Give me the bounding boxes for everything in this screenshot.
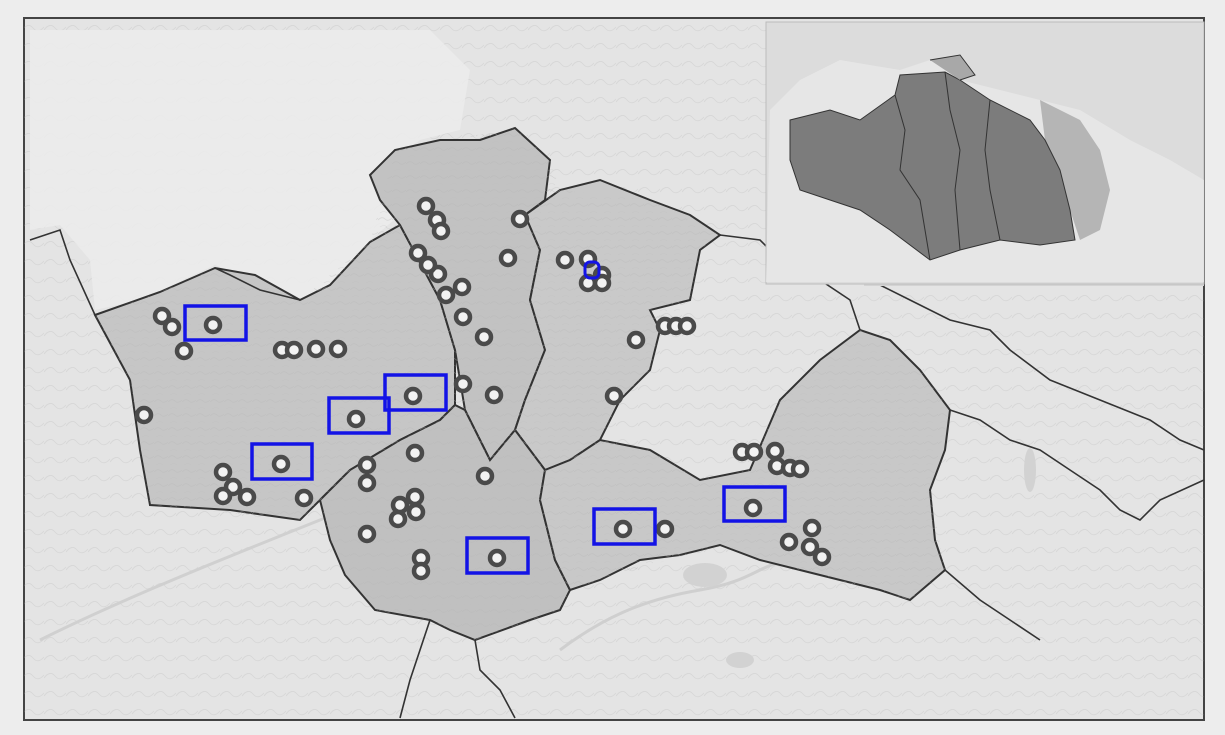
highlight-box <box>722 485 787 523</box>
river-south <box>559 558 801 652</box>
site-marker <box>498 248 518 268</box>
site-marker <box>174 341 194 361</box>
site-marker <box>213 462 233 482</box>
highlight-boxes <box>183 260 787 575</box>
lowland-area <box>30 30 470 310</box>
site-marker <box>812 547 832 567</box>
site-marker <box>655 519 675 539</box>
site-marker <box>388 509 408 529</box>
inset-subregion-line-2 <box>944 71 961 251</box>
site-marker <box>357 473 377 493</box>
site-marker <box>626 330 646 350</box>
border-coast <box>29 228 96 316</box>
site-marker <box>408 243 428 263</box>
site-marker <box>405 443 425 463</box>
inset-neighbor <box>1040 100 1110 240</box>
site-marker <box>743 498 763 518</box>
site-marker <box>604 386 624 406</box>
site-markers <box>134 196 832 581</box>
border-southeast <box>944 569 1041 641</box>
border-southwest <box>399 619 431 719</box>
highlight-box <box>383 373 448 412</box>
lake-southeast <box>726 652 754 668</box>
site-marker <box>203 315 223 335</box>
site-marker <box>431 221 451 241</box>
site-marker <box>800 537 820 557</box>
site-marker <box>453 374 473 394</box>
site-marker <box>677 316 697 336</box>
region-relief <box>95 128 950 640</box>
site-marker <box>779 532 799 552</box>
site-marker <box>744 442 764 462</box>
site-marker <box>411 561 431 581</box>
site-marker <box>555 250 575 270</box>
border-south <box>474 639 516 719</box>
site-marker <box>592 273 612 293</box>
site-marker <box>237 487 257 507</box>
site-marker <box>328 339 348 359</box>
site-marker <box>510 209 530 229</box>
border-north-west <box>214 267 301 301</box>
site-marker <box>346 409 366 429</box>
site-marker <box>790 459 810 479</box>
site-marker <box>306 339 326 359</box>
site-marker <box>213 486 233 506</box>
site-marker <box>403 386 423 406</box>
site-marker <box>152 306 172 326</box>
site-marker <box>436 285 456 305</box>
site-marker <box>452 277 472 297</box>
site-marker <box>487 548 507 568</box>
site-marker <box>294 488 314 508</box>
inset-north-tip <box>929 54 976 81</box>
highlight-box <box>183 304 248 342</box>
site-marker <box>406 502 426 522</box>
site-marker <box>284 340 304 360</box>
site-marker <box>765 441 785 461</box>
lake-south <box>683 563 727 587</box>
site-marker <box>405 487 425 507</box>
site-marker <box>271 454 291 474</box>
site-marker <box>475 466 495 486</box>
highlight-box <box>327 396 391 435</box>
inset-subregion-line-3 <box>984 99 1001 241</box>
site-marker <box>802 518 822 538</box>
highlight-box-small <box>583 260 601 280</box>
site-marker <box>453 307 473 327</box>
site-marker <box>474 327 494 347</box>
inset-map <box>765 21 1205 286</box>
site-marker <box>134 405 154 425</box>
site-marker <box>418 255 438 275</box>
inset-subregion-line-1 <box>894 94 931 261</box>
highlight-box <box>592 507 657 546</box>
highlight-box <box>465 536 530 575</box>
site-marker <box>613 519 633 539</box>
site-marker <box>416 196 436 216</box>
site-marker <box>357 455 377 475</box>
site-marker <box>357 524 377 544</box>
border-east <box>949 409 1205 521</box>
lake-east <box>1024 448 1036 492</box>
site-marker <box>390 495 410 515</box>
site-marker <box>162 317 182 337</box>
highlight-box <box>250 442 314 481</box>
inset-study-area <box>789 71 1076 261</box>
site-marker <box>484 385 504 405</box>
